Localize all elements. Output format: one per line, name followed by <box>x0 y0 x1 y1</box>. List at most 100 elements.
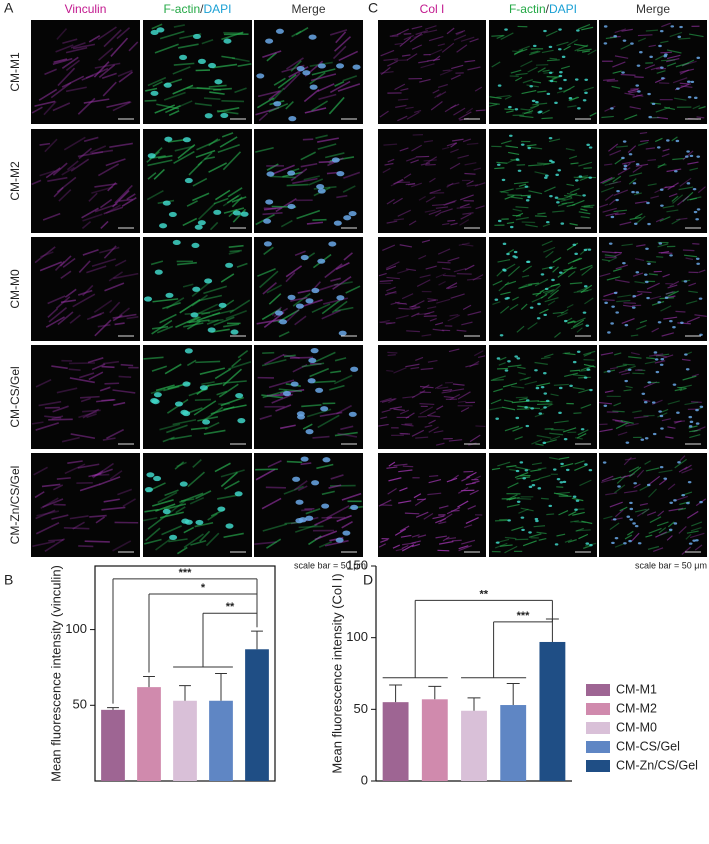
nucleus <box>666 139 670 142</box>
fiber <box>574 464 588 471</box>
fiber <box>639 319 648 324</box>
fiber <box>232 208 247 223</box>
nucleus <box>335 537 344 543</box>
fiber <box>336 194 348 199</box>
fiber <box>308 178 324 186</box>
fiber <box>649 516 662 524</box>
fiber <box>538 474 551 480</box>
fiber <box>173 24 186 28</box>
nucleus <box>663 55 668 58</box>
fiber <box>164 363 182 375</box>
nucleus <box>311 480 320 486</box>
fiber <box>682 191 694 202</box>
fiber <box>438 83 448 88</box>
fiber <box>222 368 243 387</box>
fiber <box>285 265 303 278</box>
nucleus <box>696 262 700 265</box>
fiber <box>402 465 414 468</box>
nucleus <box>275 28 284 34</box>
fiber <box>402 542 416 546</box>
fiber <box>44 538 65 552</box>
nucleus <box>693 96 698 99</box>
fiber <box>601 258 611 262</box>
fiber <box>88 472 102 478</box>
fiber <box>656 70 666 74</box>
fiber <box>382 167 391 174</box>
nucleus <box>514 256 518 259</box>
nucleus <box>698 297 703 300</box>
micrograph <box>31 237 140 341</box>
fiber <box>275 404 292 412</box>
fiber <box>112 189 130 208</box>
fiber <box>406 111 420 120</box>
fiber <box>169 100 193 112</box>
fiber <box>493 388 503 393</box>
fiber <box>443 200 456 206</box>
fiber <box>186 200 198 207</box>
nucleus <box>612 518 617 521</box>
fiber <box>406 330 420 333</box>
fiber <box>395 548 404 552</box>
fiber <box>548 138 561 143</box>
fiber <box>515 396 528 399</box>
nucleus <box>528 485 533 488</box>
fiber <box>328 484 342 489</box>
fiber <box>655 353 670 357</box>
fiber <box>103 29 122 48</box>
fiber <box>179 299 201 314</box>
fiber <box>453 267 467 273</box>
fiber <box>176 546 188 555</box>
fiber <box>458 544 472 552</box>
fiber <box>576 529 591 532</box>
fiber <box>680 85 693 88</box>
fiber <box>388 397 397 404</box>
fiber <box>674 97 687 101</box>
nucleus <box>317 258 326 264</box>
fiber <box>432 515 445 520</box>
fiber <box>305 508 321 515</box>
fiber <box>155 384 175 392</box>
fiber <box>265 486 286 489</box>
bar <box>500 705 527 781</box>
fiber <box>311 68 336 76</box>
micrograph <box>489 453 597 557</box>
nucleus <box>633 482 637 485</box>
nucleus <box>548 45 553 49</box>
fiber <box>494 167 505 170</box>
legend-swatch <box>586 722 610 734</box>
fiber <box>117 69 133 77</box>
fiber <box>201 308 222 316</box>
nucleus <box>626 515 631 518</box>
fiber <box>406 53 418 61</box>
fiber <box>583 86 594 91</box>
fiber <box>654 354 668 358</box>
fiber <box>581 26 594 31</box>
fiber <box>688 290 698 294</box>
fiber <box>99 386 111 392</box>
fiber <box>580 208 588 212</box>
nucleus <box>672 326 676 329</box>
fiber <box>518 183 527 187</box>
fiber <box>290 60 302 72</box>
fiber <box>511 196 523 200</box>
fiber <box>390 301 400 306</box>
fiber <box>549 284 562 295</box>
nucleus <box>234 491 243 497</box>
scale-note: scale bar = 50 μm <box>635 560 707 570</box>
fiber <box>158 154 173 159</box>
fiber <box>427 58 440 62</box>
fiber <box>395 314 409 320</box>
nucleus <box>305 429 314 435</box>
panel-label: A <box>4 0 14 16</box>
legend-swatch <box>586 760 610 772</box>
fiber <box>534 215 547 218</box>
fiber <box>103 245 117 259</box>
panel-label: B <box>4 572 13 588</box>
fiber <box>517 405 531 409</box>
fiber <box>617 294 632 298</box>
nucleus <box>576 29 580 32</box>
nucleus <box>628 153 633 156</box>
fiber <box>380 49 395 57</box>
fiber <box>497 259 511 263</box>
fiber <box>564 539 573 543</box>
